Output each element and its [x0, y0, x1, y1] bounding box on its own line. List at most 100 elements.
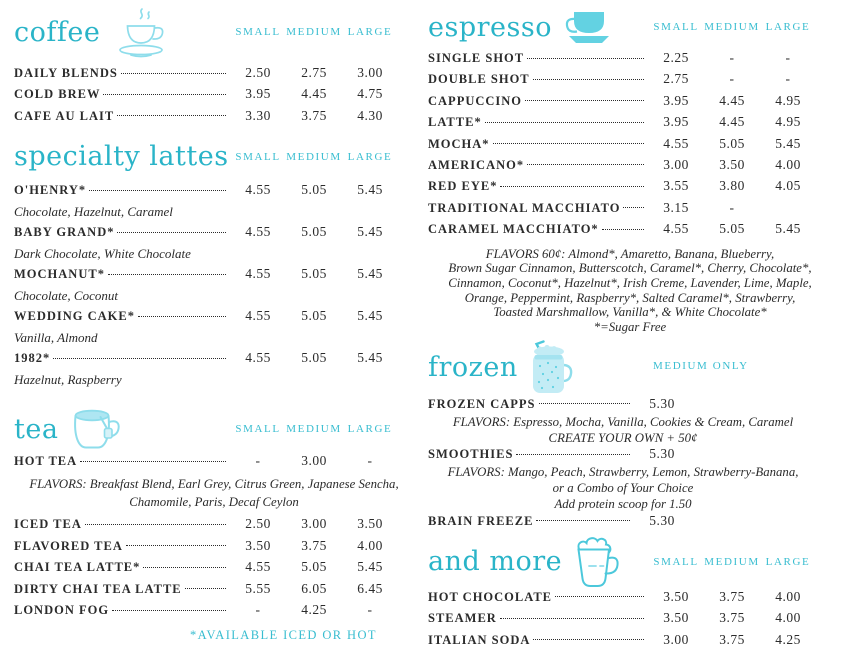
tea-items: HOT TEA - 3.00 - FLAVORS: Breakfast Blen… — [14, 453, 414, 643]
menu-left-column: coffee SMALL MEDIUM LARGE — [14, 6, 414, 653]
more-title-row: and more SMALL MEDIUM LARGE — [428, 536, 832, 587]
size-header-large: LARGE — [765, 21, 811, 33]
price-large: 5.45 — [775, 135, 801, 151]
section-and-more: and more SMALL MEDIUM LARGE — [428, 536, 832, 653]
dot-leader — [143, 566, 226, 568]
dot-leader — [533, 639, 644, 640]
item-name: DOUBLE SHOT — [428, 72, 530, 87]
price-small: 3.00 — [663, 631, 689, 647]
item-name: O'HENRY* — [14, 183, 87, 198]
price-medium: 3.00 — [301, 516, 327, 532]
dot-leader — [53, 357, 226, 359]
item-name: CAFE AU LAIT — [14, 108, 115, 123]
item-name: ICED TEA — [14, 517, 82, 532]
price-medium: - — [729, 71, 735, 87]
menu-item-row: WEDDING CAKE* 4.55 5.05 5.45 — [14, 308, 414, 329]
section-espresso: espresso SMALL MEDIUM LARGE SINGLE SHOT … — [428, 6, 832, 335]
price-large: 6.45 — [357, 580, 383, 596]
dot-leader — [516, 453, 630, 455]
price-small: 4.55 — [245, 559, 271, 575]
menu-item-row: STEAMER 3.50 3.75 4.00 — [428, 610, 832, 631]
price-large: - — [785, 71, 791, 87]
menu-item-row: BRAIN FREEZE 5.30 — [428, 513, 832, 532]
mason-jar-straw-icon — [532, 340, 573, 393]
price-medium: 5.05 — [719, 135, 745, 151]
menu-item-row: HOT TEA - 3.00 - — [14, 453, 414, 474]
menu-item-row: BABY GRAND* 4.55 5.05 5.45 — [14, 224, 414, 245]
item-name: MOCHANUT* — [14, 267, 105, 282]
dot-leader — [499, 617, 644, 619]
menu-item-row: TRADITIONAL MACCHIATO 3.15 - — [428, 200, 832, 221]
item-name: TRADITIONAL MACCHIATO — [428, 200, 621, 215]
menu-item-row: SINGLE SHOT 2.25 - - — [428, 50, 832, 71]
price-medium: 4.25 — [301, 602, 327, 618]
price-large: 4.95 — [775, 92, 801, 108]
price-small: 3.50 — [663, 610, 689, 626]
price-medium: 3.00 — [301, 453, 327, 469]
dot-leader — [112, 609, 226, 611]
price-small: 3.15 — [663, 199, 689, 215]
price-medium: 5.05 — [301, 308, 327, 324]
price-large: 4.00 — [357, 537, 383, 553]
dot-leader — [601, 228, 644, 230]
price-small: 3.50 — [245, 537, 271, 553]
mug-marshmallows-icon — [577, 536, 619, 587]
price-medium: 3.80 — [719, 178, 745, 194]
menu-item-row: DOUBLE SHOT 2.75 - - — [428, 71, 832, 92]
item-name-leader: BRAIN FREEZE — [428, 514, 634, 529]
price-medium: 3.50 — [719, 156, 745, 172]
item-name: DIRTY CHAI TEA LATTE — [14, 581, 182, 596]
price-medium: - — [729, 50, 735, 65]
size-header-medium: MEDIUM — [286, 26, 342, 38]
item-name: CARAMEL MACCHIATO* — [428, 222, 599, 237]
menu-item-row: ICED TEA 2.50 3.00 3.50 — [14, 516, 414, 537]
coffee-cup-steam-icon — [119, 8, 164, 58]
price-medium: 3.75 — [301, 537, 327, 553]
price-medium: 4.45 — [719, 114, 745, 130]
menu-item-row: MOCHA* 4.55 5.05 5.45 — [428, 136, 832, 157]
price-large: 4.00 — [775, 156, 801, 172]
item-name: HOT TEA — [14, 454, 78, 469]
size-header-small: SMALL — [235, 150, 281, 163]
price-small: 3.55 — [663, 178, 689, 194]
dot-leader — [525, 100, 644, 102]
dot-leader — [125, 545, 226, 547]
price-small: 4.55 — [245, 182, 271, 198]
price-medium: 5.30 — [649, 512, 675, 528]
item-flavors: Chocolate, Coconut — [14, 287, 118, 303]
dot-leader — [527, 164, 644, 166]
price-small: 4.55 — [663, 135, 689, 151]
dot-leader — [117, 115, 226, 117]
menu-item-row: 1982* 4.55 5.05 5.45 — [14, 350, 414, 371]
price-medium: 2.75 — [301, 65, 327, 80]
menu-item-row: FLAVORED TEA 3.50 3.75 4.00 — [14, 538, 414, 559]
dot-leader — [138, 315, 226, 317]
item-name: MOCHA* — [428, 136, 490, 151]
size-header-small: SMALL — [235, 423, 281, 436]
price-small: 3.30 — [245, 107, 271, 123]
espresso-cup-saucer-icon — [565, 12, 609, 43]
price-medium: 5.05 — [301, 224, 327, 240]
menu-item-row: ITALIAN SODA 3.00 3.75 4.25 — [428, 632, 832, 653]
dot-leader — [80, 460, 226, 462]
item-name: HOT CHOCOLATE — [428, 589, 553, 604]
price-small: 5.55 — [245, 580, 271, 596]
price-small: 2.75 — [663, 71, 689, 87]
price-large: 3.00 — [357, 65, 383, 80]
size-header-small: SMALL — [235, 26, 281, 38]
dot-leader — [538, 403, 630, 405]
lattes-items: O'HENRY* 4.55 5.05 5.45 Chocolate, Hazel… — [14, 182, 414, 392]
price-large: 5.45 — [357, 559, 383, 575]
size-header-large: LARGE — [347, 150, 393, 163]
hot-tea-flavors-note: FLAVORS: Breakfast Blend, Earl Grey, Cit… — [29, 477, 399, 510]
price-large: 5.45 — [357, 308, 383, 324]
price-medium: 5.05 — [301, 266, 327, 282]
menu-item-row: MOCHANUT* 4.55 5.05 5.45 — [14, 266, 414, 287]
menu-item-row: DIRTY CHAI TEA LATTE 5.55 6.05 6.45 — [14, 581, 414, 602]
price-large: 4.05 — [775, 178, 801, 194]
dot-leader — [500, 185, 644, 187]
price-large: 5.45 — [357, 224, 383, 240]
section-title-frozen: frozen — [428, 352, 518, 384]
menu-right-column: espresso SMALL MEDIUM LARGE SINGLE SHOT … — [428, 6, 832, 653]
price-medium: 5.30 — [649, 395, 675, 411]
